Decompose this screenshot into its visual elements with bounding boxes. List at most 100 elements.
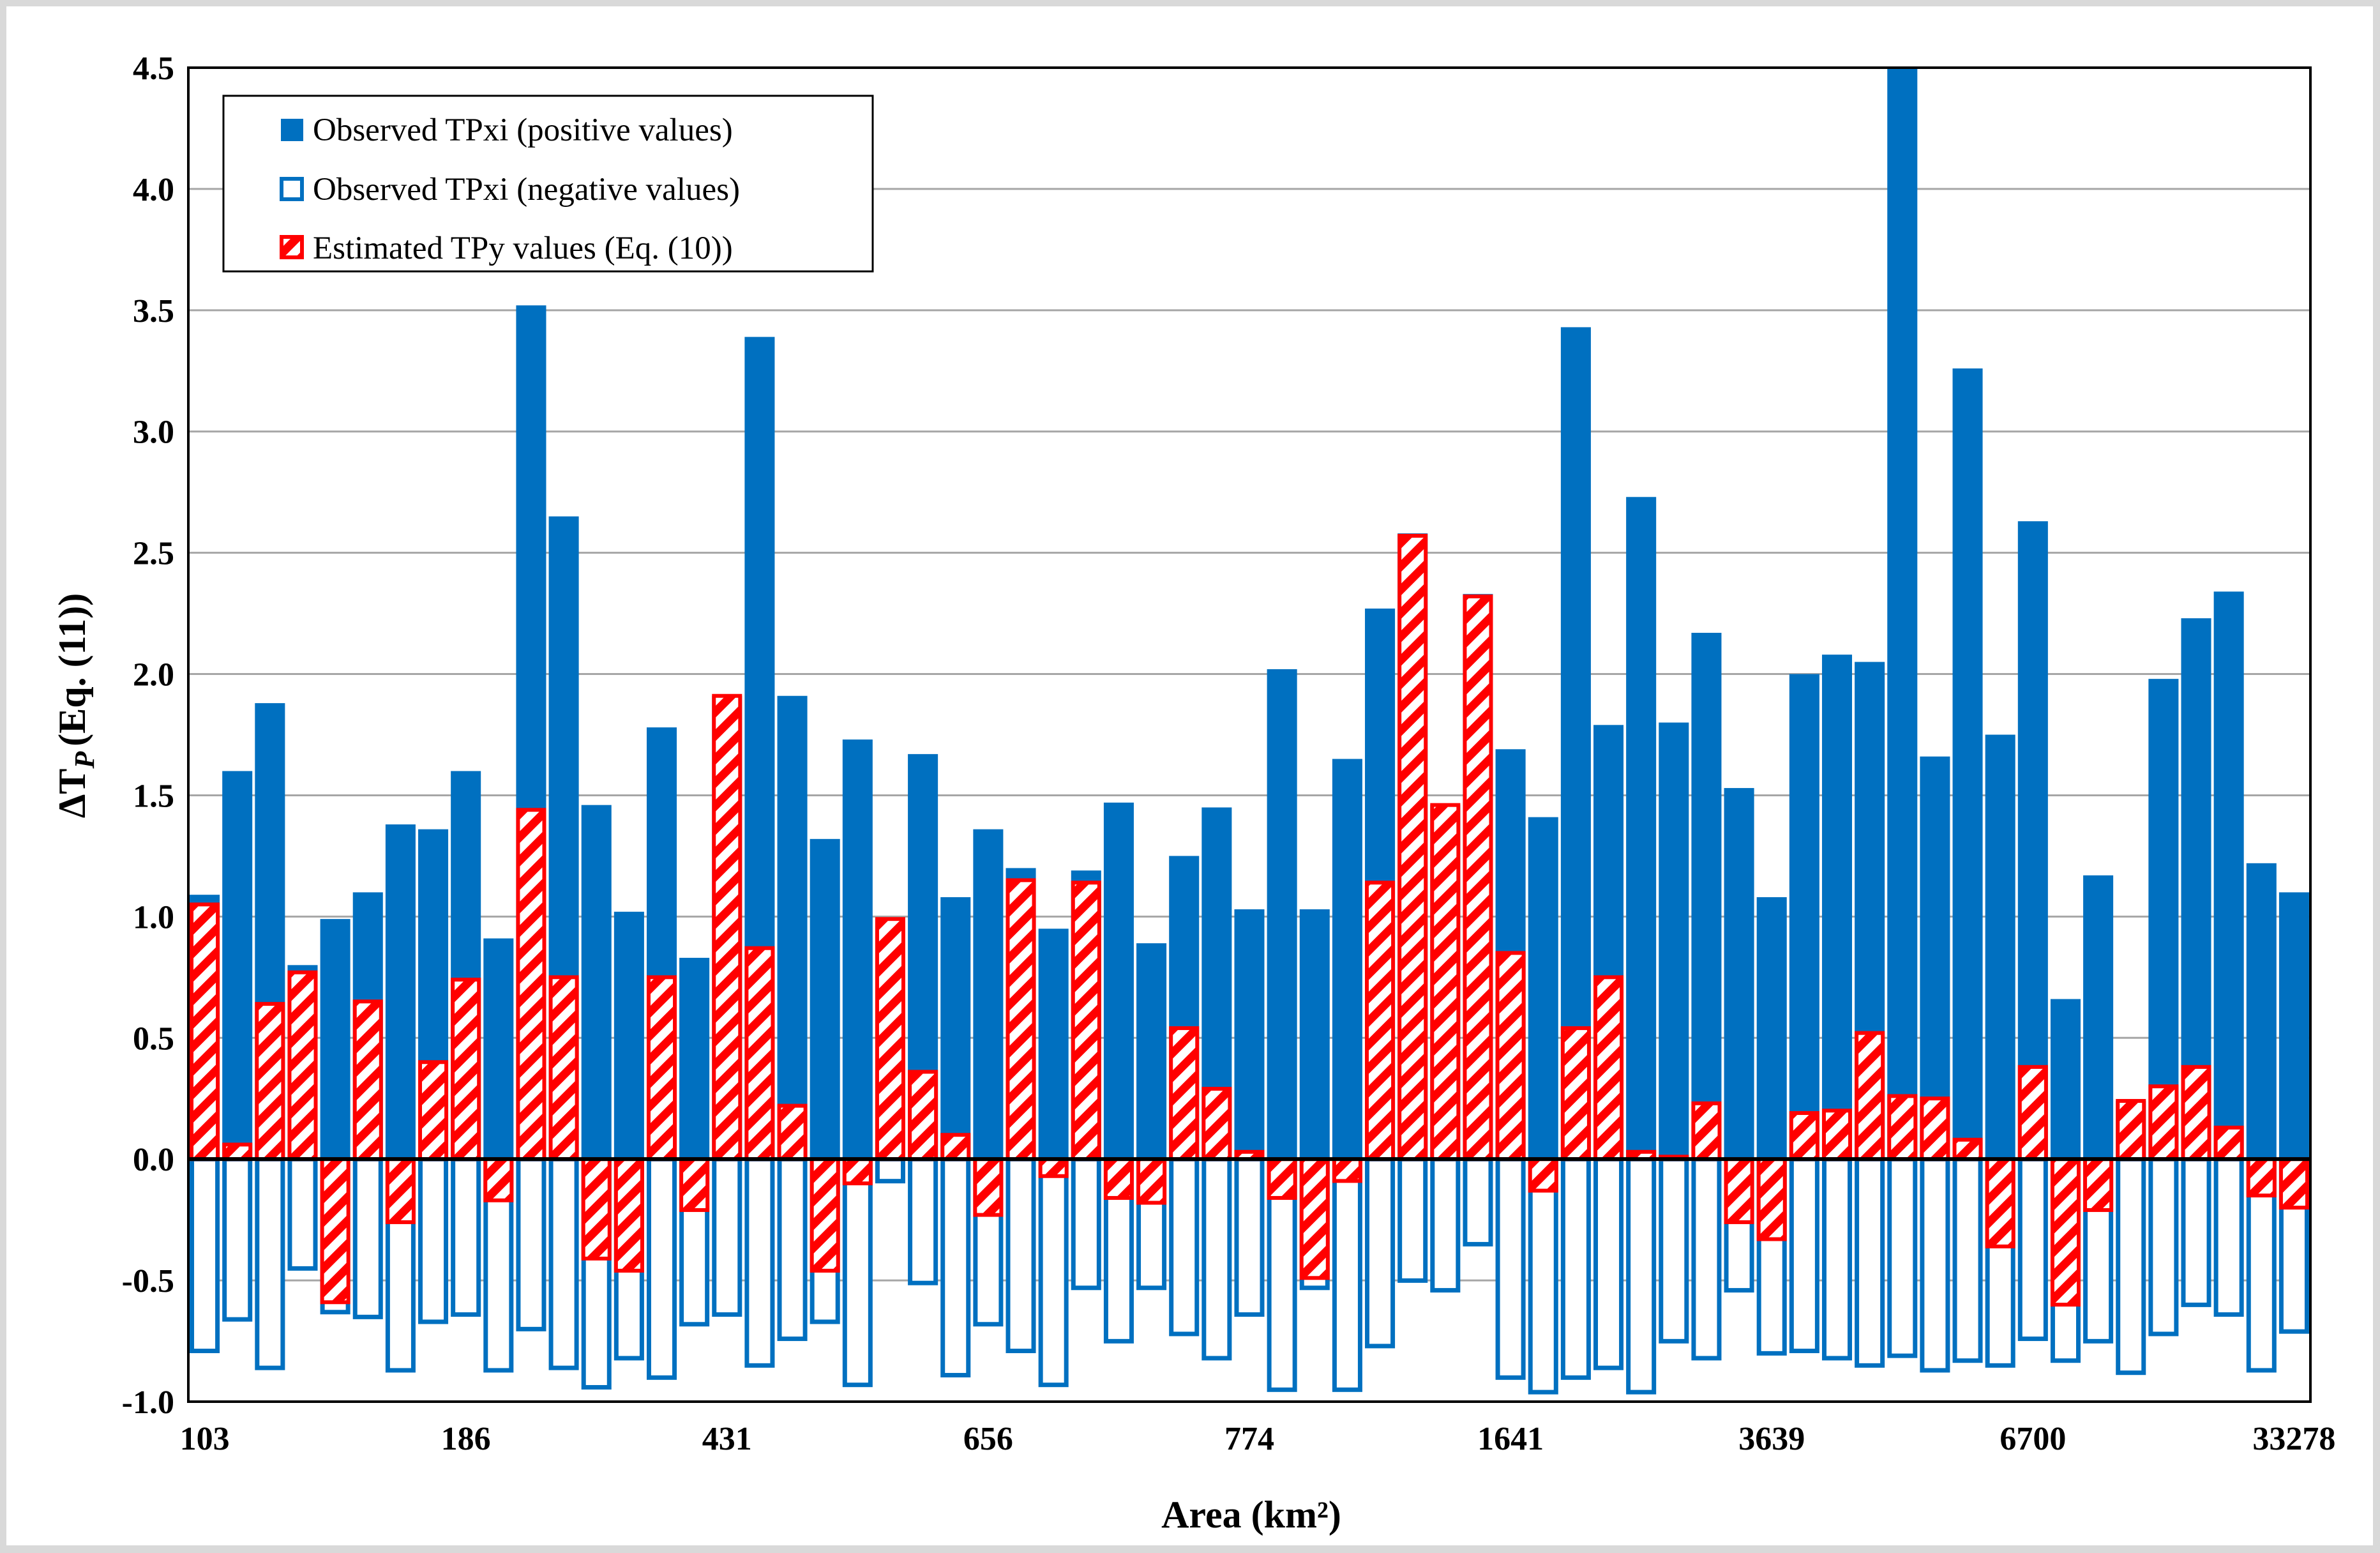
bar-observed-negative: [1169, 1156, 1200, 1337]
bar-observed-negative: [712, 1156, 742, 1317]
bar-observed-positive: [1920, 756, 1950, 1160]
bar-observed-negative: [2148, 1156, 2179, 1337]
x-tick-label: 103: [180, 1421, 230, 1457]
y-tick-label: 2.5: [133, 536, 174, 572]
bar-observed-negative: [908, 1156, 938, 1285]
bar-estimated: [418, 1060, 449, 1162]
bar-observed-negative: [1038, 1156, 1069, 1388]
y-tick-label: -1.0: [122, 1384, 174, 1421]
bar-observed-negative: [1560, 1156, 1591, 1380]
x-tick-label: 431: [702, 1421, 752, 1457]
bar-estimated: [2148, 1084, 2179, 1162]
bar-estimated: [1038, 1157, 1069, 1178]
y-axis-title-main: ΔT: [51, 769, 93, 819]
bar-estimated: [777, 1103, 808, 1162]
bar-observed-negative: [222, 1156, 253, 1322]
bar-estimated: [1952, 1137, 1983, 1162]
bar-observed-negative: [2181, 1156, 2211, 1307]
bar-estimated: [516, 808, 546, 1162]
bar-estimated: [1397, 534, 1428, 1162]
tick-labels: -1.0 -0.5 0.0 0.5 1.0 1.5 2.0 2.5 3.0 3.5 4.0 4.5 10…: [122, 50, 2336, 1457]
bar-observed-negative: [1920, 1156, 1950, 1373]
bar-estimated: [255, 1002, 285, 1162]
bar-estimated: [679, 1157, 710, 1212]
legend-label-negative: Observed TPxi (negative values): [313, 172, 740, 208]
bar-observed-positive: [1821, 655, 1853, 1160]
bar-observed-positive: [1659, 722, 1689, 1160]
bar-estimated: [483, 1157, 514, 1202]
bar-estimated: [1887, 1094, 1918, 1162]
bar-observed-positive: [2246, 863, 2277, 1160]
bar-estimated: [1528, 1157, 1558, 1193]
bar-estimated: [810, 1157, 840, 1273]
bar-estimated: [1463, 595, 1493, 1162]
legend-swatch-negative: [280, 177, 304, 201]
y-tick-label: 1.0: [133, 899, 174, 936]
bar-observed-positive: [1691, 632, 1722, 1160]
bar-estimated: [908, 1070, 938, 1162]
bar-estimated: [1855, 1031, 1885, 1162]
y-tick-label: 4.5: [133, 50, 174, 87]
bar-observed-positive: [973, 829, 1004, 1160]
bar-observed-negative: [1005, 1156, 1036, 1354]
y-tick-label: 4.0: [133, 172, 174, 208]
bar-estimated: [1299, 1157, 1330, 1280]
bar-estimated: [1136, 1157, 1167, 1205]
bar-observed-negative: [1397, 1156, 1428, 1283]
bar-estimated: [646, 975, 677, 1162]
chart-frame: -1.0 -0.5 0.0 0.5 1.0 1.5 2.0 2.5 3.0 3.5 4.0 4.5 10…: [6, 6, 2373, 1545]
bar-observed-positive: [1332, 759, 1362, 1160]
bar-estimated: [1724, 1157, 1754, 1224]
bar-observed-positive: [1789, 674, 1819, 1160]
bar-estimated: [222, 1142, 253, 1162]
bar-observed-negative: [1332, 1156, 1362, 1392]
y-tick-label: -0.5: [122, 1263, 174, 1299]
bar-observed-negative: [744, 1156, 775, 1368]
y-tick-label: 0.0: [133, 1142, 174, 1178]
bar-estimated: [1756, 1157, 1787, 1241]
bar-observed-positive: [320, 919, 350, 1160]
x-tick-label: 3639: [1738, 1421, 1805, 1457]
bar-observed-positive: [385, 824, 416, 1160]
bar-estimated: [2083, 1157, 2114, 1212]
bar-observed-positive: [1038, 928, 1069, 1160]
bar-observed-positive: [842, 739, 873, 1160]
bar-observed-negative: [255, 1156, 285, 1370]
bar-observed-positive: [1887, 68, 1918, 1160]
bar-observed-positive: [1560, 327, 1591, 1160]
bar-estimated: [712, 693, 742, 1162]
bar-estimated: [1267, 1157, 1297, 1200]
bar-observed-positive: [2213, 591, 2244, 1160]
axes: [187, 66, 2312, 1403]
bar-estimated: [2213, 1125, 2244, 1162]
bar-observed-negative: [2017, 1156, 2048, 1342]
bar-estimated: [1332, 1157, 1362, 1183]
bar-estimated: [385, 1157, 416, 1224]
bar-estimated: [1593, 975, 1624, 1162]
x-axis-title: Area (km²): [1161, 1494, 1341, 1536]
bar-estimated: [548, 975, 579, 1162]
bar-estimated: [1495, 951, 1526, 1162]
y-axis-title-sub: P: [69, 751, 100, 769]
bar-observed-negative: [1789, 1156, 1819, 1354]
x-tick-label: 6700: [2000, 1421, 2066, 1457]
bar-observed-negative: [1593, 1156, 1624, 1370]
bar-observed-positive: [2017, 521, 2048, 1160]
bar-observed-negative: [1528, 1156, 1558, 1395]
bar-estimated: [1789, 1111, 1819, 1162]
bar-observed-positive: [1299, 909, 1330, 1160]
bar-observed-negative: [2213, 1156, 2244, 1317]
bar-estimated: [2246, 1157, 2277, 1198]
bar-observed-negative: [646, 1156, 677, 1380]
bar-estimated: [2181, 1064, 2211, 1162]
bar-observed-positive: [2050, 999, 2081, 1160]
bar-estimated: [1365, 881, 1396, 1162]
bar-observed-positive: [2278, 892, 2309, 1160]
bar-observed-negative: [1234, 1156, 1265, 1317]
bar-estimated: [2278, 1157, 2309, 1210]
bar-observed-positive: [614, 911, 644, 1160]
bar-estimated: [1691, 1101, 1722, 1162]
bar-observed-positive: [1267, 669, 1297, 1160]
bar-estimated: [1103, 1157, 1134, 1200]
bar-observed-negative: [2116, 1156, 2146, 1375]
